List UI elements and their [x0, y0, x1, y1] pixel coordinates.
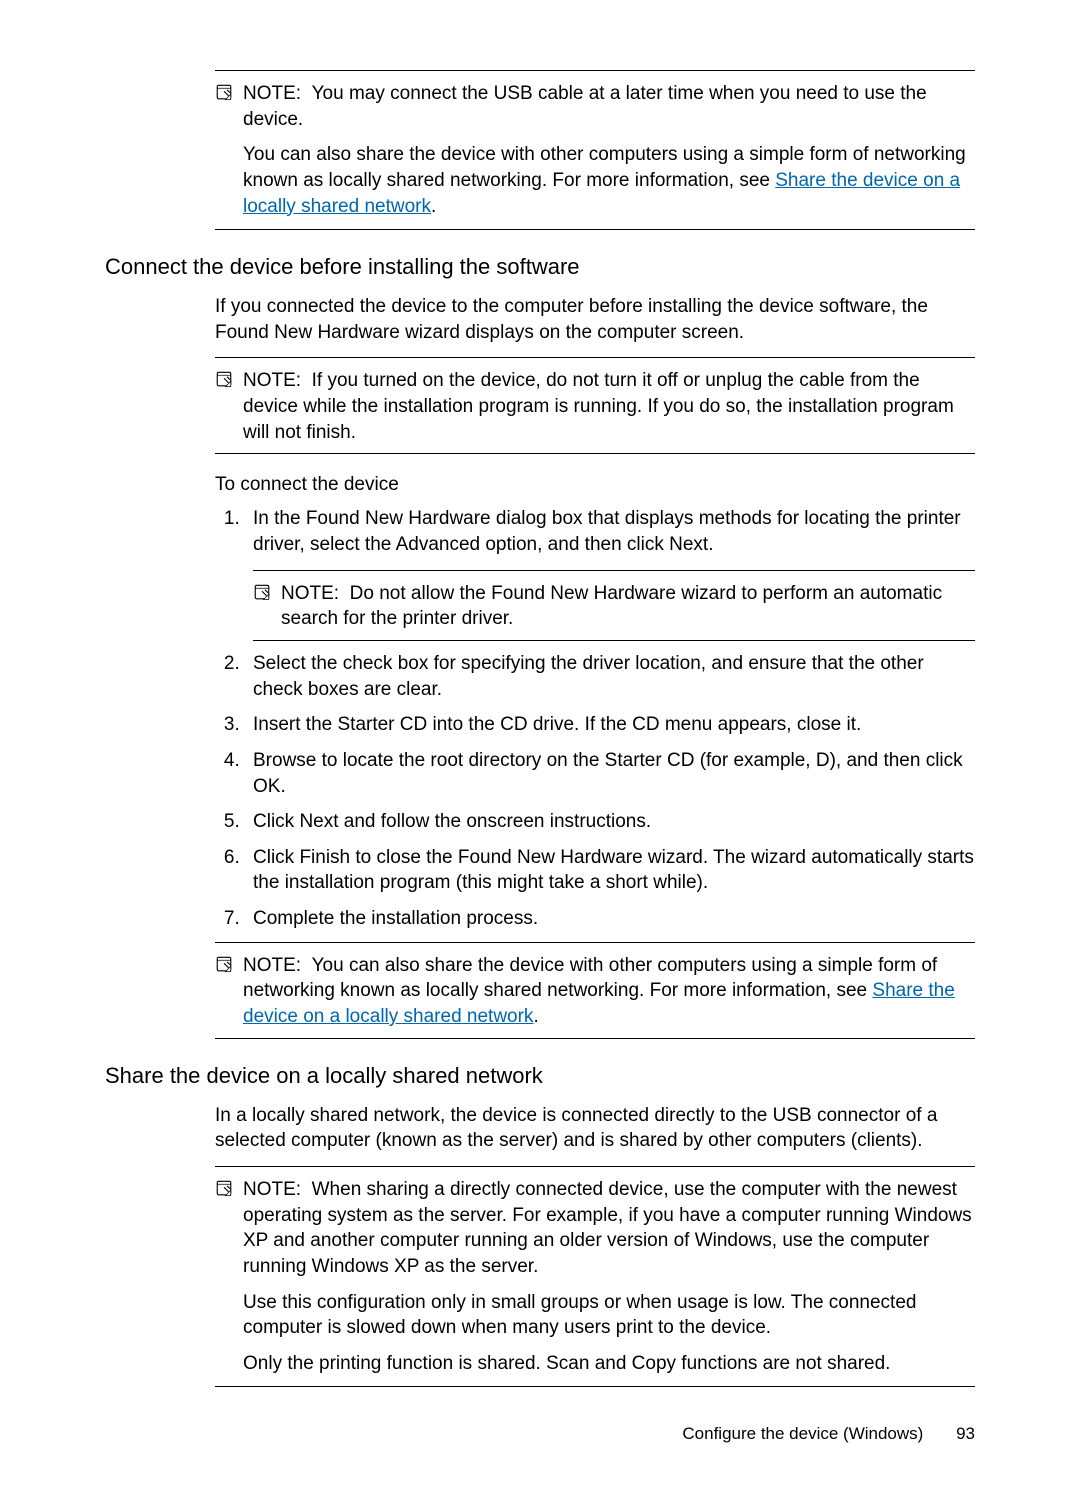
- note-block-4: NOTE: When sharing a directly connected …: [215, 1166, 975, 1387]
- note-label: NOTE:: [243, 955, 301, 976]
- note-text: NOTE: You can also share the device with…: [243, 953, 975, 1030]
- note-text-b-post: .: [431, 196, 436, 217]
- step-4: Browse to locate the root directory on t…: [245, 748, 975, 799]
- rule: [215, 453, 975, 454]
- step-7: Complete the installation process.: [245, 906, 975, 932]
- step-6: Click Finish to close the Found New Hard…: [245, 845, 975, 896]
- note-text-post: .: [533, 1006, 538, 1027]
- note-text-pre: You can also share the device with other…: [243, 955, 937, 1002]
- note-label: NOTE:: [243, 370, 301, 391]
- note-icon: [253, 583, 273, 609]
- footer-page-number: 93: [956, 1424, 975, 1443]
- note-block-2: NOTE: If you turned on the device, do no…: [215, 357, 975, 454]
- note-icon: [215, 370, 235, 393]
- note-block-3: NOTE: You can also share the device with…: [215, 942, 975, 1039]
- section1-intro: If you connected the device to the compu…: [215, 294, 975, 345]
- heading-connect-before-install: Connect the device before installing the…: [105, 254, 975, 280]
- step-5: Click Next and follow the onscreen instr…: [245, 809, 975, 835]
- note-continuation: You can also share the device with other…: [243, 142, 975, 219]
- note-text: NOTE: You may connect the USB cable at a…: [243, 81, 975, 132]
- page: NOTE: You may connect the USB cable at a…: [0, 0, 1080, 1496]
- note-block-1: NOTE: You may connect the USB cable at a…: [215, 70, 975, 230]
- rule: [215, 1038, 975, 1039]
- note-icon: [215, 1179, 235, 1202]
- note-text: NOTE: If you turned on the device, do no…: [243, 368, 975, 445]
- note-label: NOTE:: [243, 83, 301, 104]
- note-text: NOTE: When sharing a directly connected …: [243, 1177, 975, 1280]
- note-p2: Use this configuration only in small gro…: [243, 1290, 975, 1341]
- note-text: NOTE: Do not allow the Found New Hardwar…: [281, 581, 975, 632]
- note-text-a: You may connect the USB cable at a later…: [243, 83, 927, 130]
- step-1-text: In the Found New Hardware dialog box tha…: [253, 508, 961, 555]
- steps-list: In the Found New Hardware dialog box tha…: [215, 506, 975, 931]
- note-text-body: If you turned on the device, do not turn…: [243, 370, 954, 442]
- section2-intro: In a locally shared network, the device …: [215, 1103, 975, 1154]
- step-3: Insert the Starter CD into the CD drive.…: [245, 712, 975, 738]
- note-icon: [215, 83, 235, 106]
- nested-note-block: NOTE: Do not allow the Found New Hardwar…: [253, 570, 975, 641]
- note-label: NOTE:: [243, 1179, 301, 1200]
- page-footer: Configure the device (Windows) 93: [682, 1424, 975, 1444]
- note: NOTE: Do not allow the Found New Hardwar…: [253, 571, 975, 632]
- rule: [253, 640, 975, 641]
- note: NOTE: You may connect the USB cable at a…: [215, 71, 975, 132]
- to-connect-heading: To connect the device: [215, 474, 975, 496]
- note: NOTE: When sharing a directly connected …: [215, 1167, 975, 1280]
- step-2: Select the check box for specifying the …: [245, 651, 975, 702]
- rule: [215, 229, 975, 230]
- note: NOTE: You can also share the device with…: [215, 943, 975, 1030]
- step-1: In the Found New Hardware dialog box tha…: [245, 506, 975, 641]
- note-p3: Only the printing function is shared. Sc…: [243, 1351, 975, 1377]
- heading-share-device: Share the device on a locally shared net…: [105, 1063, 975, 1089]
- note-text-body: Do not allow the Found New Hardware wiza…: [281, 583, 942, 630]
- note-icon: [215, 955, 235, 978]
- note-label: NOTE:: [281, 583, 339, 604]
- footer-section: Configure the device (Windows): [682, 1424, 923, 1443]
- rule: [215, 1386, 975, 1387]
- note: NOTE: If you turned on the device, do no…: [215, 358, 975, 445]
- note-p1: When sharing a directly connected device…: [243, 1179, 972, 1277]
